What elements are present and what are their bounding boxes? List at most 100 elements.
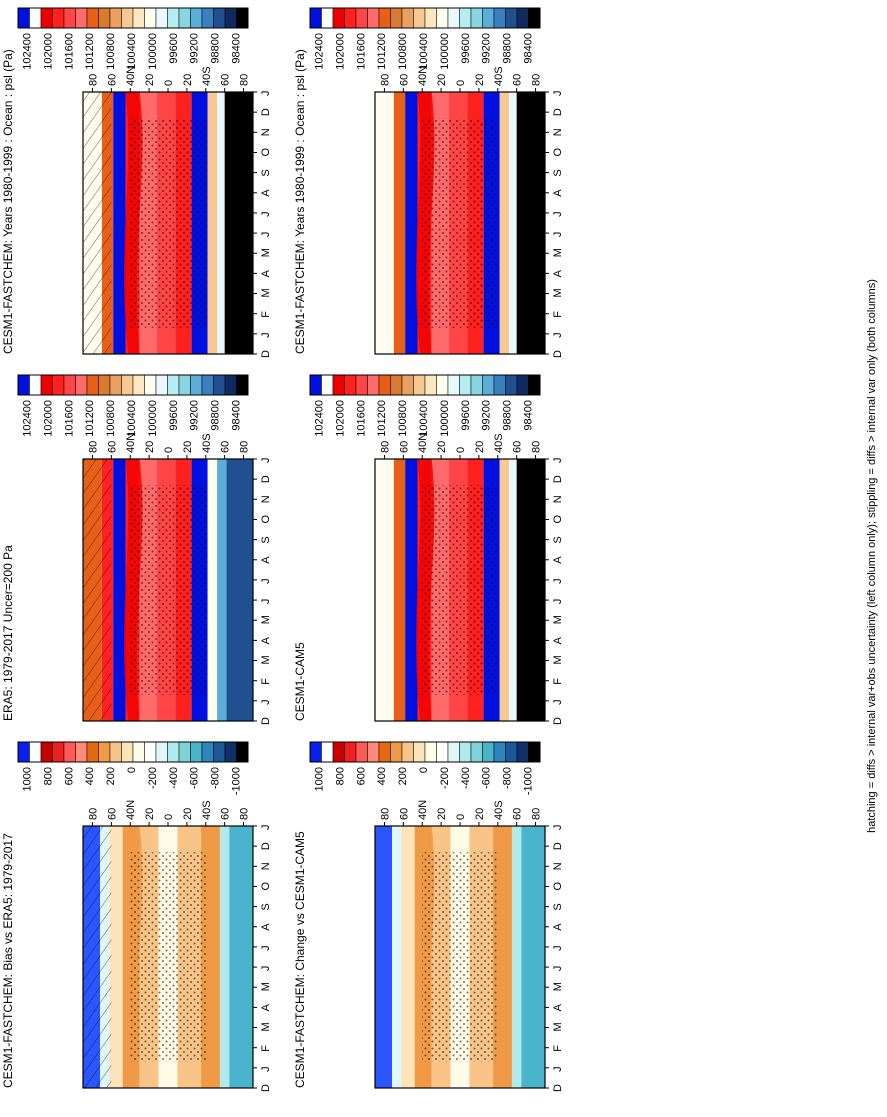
colorbar-swatch (482, 741, 495, 763)
month-label: N (260, 128, 272, 136)
contour-band (499, 459, 510, 721)
colorbar-swatch (482, 374, 495, 396)
colorbar-swatch (493, 374, 506, 396)
lat-label: 40N (125, 66, 137, 86)
colorbar-swatch (355, 7, 368, 29)
month-label: A (552, 636, 564, 644)
month-label: J (260, 699, 272, 705)
month-label: A (260, 556, 272, 564)
colorbar-swatch (459, 374, 472, 396)
lat-label: 40S (201, 66, 213, 86)
month-label: D (552, 1084, 564, 1092)
colorbar-swatch (155, 374, 168, 396)
lat-label: 40N (417, 800, 429, 820)
colorbar-label: 98400 (231, 400, 243, 431)
lat-label: 60 (106, 441, 118, 453)
month-label: O (260, 881, 272, 890)
month-label: D (552, 842, 564, 850)
colorbar-label: 99200 (189, 400, 201, 431)
colorbar-swatch (470, 374, 483, 396)
colorbar-swatch (155, 741, 168, 763)
colorbar-label: 102000 (42, 400, 54, 437)
colorbar-swatch (378, 741, 391, 763)
colorbar-swatch (505, 7, 518, 29)
lat-label: 20 (144, 441, 156, 453)
lat-label: 0 (163, 814, 175, 820)
panel-5: 1000 800 600 400 200 0 -200 -400 -600 -800 -1000CE… (1, 741, 272, 1092)
colorbar-swatch (213, 7, 226, 29)
month-label: O (552, 514, 564, 523)
month-label: S (260, 169, 272, 176)
month-label: N (260, 862, 272, 870)
colorbar-label: 99600 (168, 33, 180, 64)
colorbar-label: -200 (147, 767, 159, 789)
colorbar-label: 100000 (147, 33, 159, 70)
colorbar-swatch (413, 7, 426, 29)
colorbar-swatch (201, 374, 214, 396)
colorbar-swatch (459, 741, 472, 763)
colorbar-label: 100000 (147, 400, 159, 437)
lat-label: 60 (398, 808, 410, 820)
colorbar-swatch (378, 374, 391, 396)
colorbar-swatch (121, 374, 134, 396)
colorbar-swatch (390, 741, 403, 763)
contour-band (393, 459, 406, 721)
colorbar-label: 101200 (376, 400, 388, 437)
contour-band (217, 459, 227, 721)
contour-band (405, 459, 418, 721)
month-label: S (552, 903, 564, 910)
month-label: J (552, 458, 564, 464)
month-label: J (552, 91, 564, 97)
colorbar-swatch (528, 374, 541, 396)
colorbar-frame (309, 374, 541, 396)
colorbar-label: 101200 (376, 33, 388, 70)
contour-band (226, 459, 253, 721)
colorbar-label: 600 (63, 767, 75, 785)
contour-band (509, 459, 517, 721)
colorbar-swatch (309, 741, 322, 763)
month-label: A (552, 269, 564, 277)
month-label: N (552, 128, 564, 136)
contour-band (224, 92, 253, 354)
contour-band (229, 826, 253, 1088)
colorbar-swatch (236, 7, 249, 29)
lat-label: 80 (531, 441, 543, 453)
colorbar-swatch (75, 374, 88, 396)
panel-title: CESM1-FASTCHEM: Years 1980-1999 : Ocean … (1, 49, 15, 354)
lat-label: 80 (531, 74, 543, 86)
colorbar-label: 100400 (418, 400, 430, 437)
panel-title: ERA5: 1979-2017 Uncer=200 Pa (1, 545, 15, 721)
colorbar-label: 100400 (126, 33, 138, 70)
colorbar-label: 100400 (418, 33, 430, 70)
colorbar-swatch (132, 7, 145, 29)
colorbar-frame (309, 7, 541, 29)
month-label: J (552, 699, 564, 705)
month-label: F (552, 678, 564, 685)
colorbar-label: 0 (418, 767, 430, 773)
colorbar-swatch (224, 374, 237, 396)
lat-label: 60 (220, 808, 232, 820)
month-label: M (552, 1022, 564, 1031)
contour-band (393, 92, 406, 354)
colorbar-label: 98800 (502, 400, 514, 431)
colorbar-label: 200 (397, 767, 409, 785)
stippling (130, 118, 206, 328)
month-label: O (552, 881, 564, 890)
month-label: N (552, 862, 564, 870)
lat-label: 20 (436, 441, 448, 453)
contour-band (375, 826, 392, 1088)
month-label: M (260, 288, 272, 297)
colorbar-swatch (224, 741, 237, 763)
colorbar-swatch (321, 741, 334, 763)
panel-title: CESM1-FASTCHEM: Years 1980-1999 : Ocean … (293, 49, 307, 354)
colorbar-swatch (167, 741, 180, 763)
stippling (130, 485, 206, 695)
colorbar-swatch (75, 741, 88, 763)
month-label: N (260, 495, 272, 503)
panel-title: CESM1-FASTCHEM: Change vs CESM1-CAM5 (293, 831, 307, 1088)
colorbar-label: 101600 (63, 400, 75, 437)
colorbar-label: 101600 (355, 400, 367, 437)
lat-label: 80 (379, 441, 391, 453)
contour-band (375, 92, 394, 354)
